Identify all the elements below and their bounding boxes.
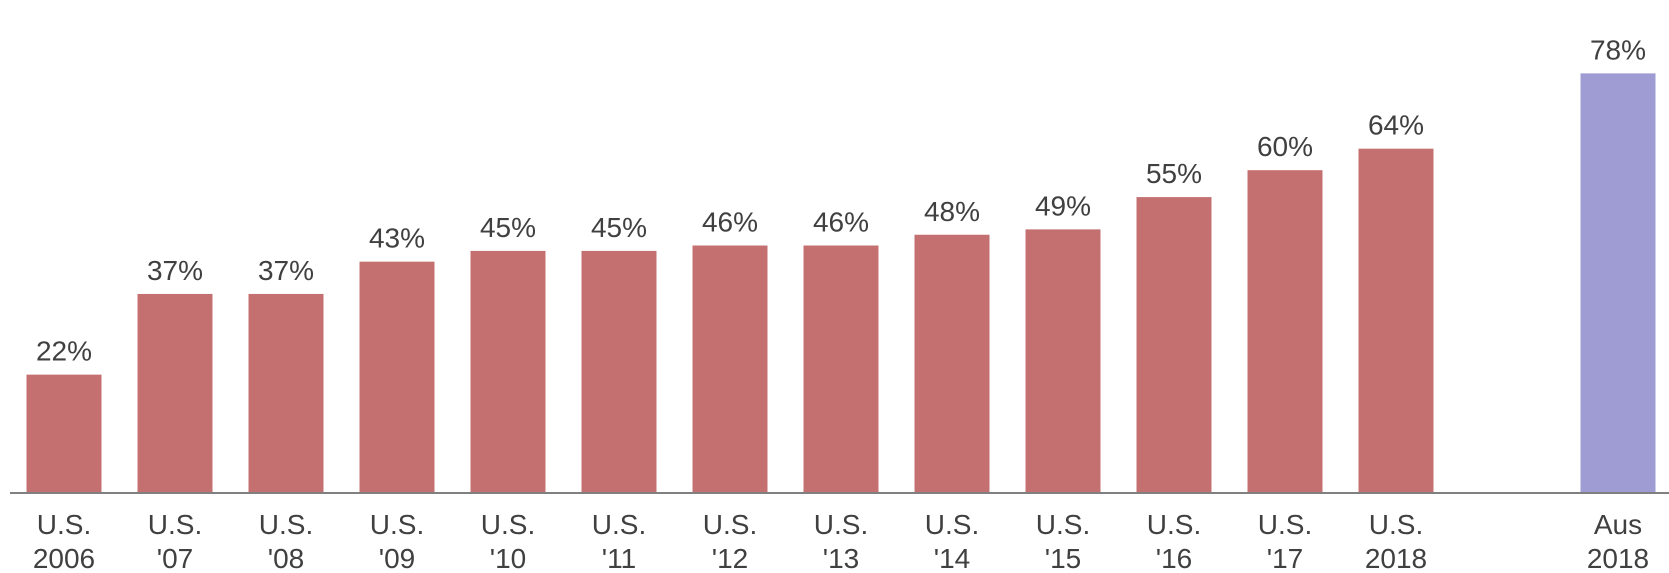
value-label-3: 43% xyxy=(369,223,425,254)
value-label-2: 37% xyxy=(258,255,314,286)
value-label-13: 78% xyxy=(1590,34,1646,65)
value-labels-group: 22% 37% 37% 43% 45% 45% 46% 46% 48% 49% 55% 60% 64% 7… xyxy=(36,34,1646,366)
bar-9 xyxy=(1025,229,1101,493)
value-label-5: 45% xyxy=(591,212,647,243)
bar-4 xyxy=(470,250,546,493)
x-tick-labels-group: U.S.2006U.S.'07U.S.'08U.S.'09U.S.'10U.S.… xyxy=(33,509,1649,573)
x-tick-label-4-line-0: U.S. xyxy=(481,509,535,540)
x-tick-label-6-line-1: '12 xyxy=(712,543,749,573)
value-label-11: 60% xyxy=(1257,131,1313,162)
x-tick-label-0-line-1: 2006 xyxy=(33,543,95,573)
x-tick-label-8-line-0: U.S. xyxy=(925,509,979,540)
x-tick-label-8-line-1: '14 xyxy=(934,543,971,573)
value-label-7: 46% xyxy=(813,207,869,238)
x-tick-label-13-line-1: 2018 xyxy=(1587,543,1649,573)
x-tick-label-1-line-0: U.S. xyxy=(148,509,202,540)
x-tick-label-7-line-0: U.S. xyxy=(814,509,868,540)
value-label-10: 55% xyxy=(1146,158,1202,189)
x-tick-label-9-line-1: '15 xyxy=(1045,543,1082,573)
x-tick-label-5-line-0: U.S. xyxy=(592,509,646,540)
x-tick-label-10-line-1: '16 xyxy=(1156,543,1193,573)
bar-3 xyxy=(359,261,435,493)
bars-group xyxy=(26,73,1656,494)
bar-1 xyxy=(137,293,213,493)
bar-8 xyxy=(914,234,990,493)
bar-12 xyxy=(1358,148,1434,493)
x-tick-label-2-line-0: U.S. xyxy=(259,509,313,540)
bar-6 xyxy=(692,245,768,493)
x-tick-label-3-line-0: U.S. xyxy=(370,509,424,540)
x-tick-label-10-line-0: U.S. xyxy=(1147,509,1201,540)
x-tick-label-5-line-1: '11 xyxy=(602,543,636,573)
bar-11 xyxy=(1247,170,1323,493)
x-tick-label-3-line-1: '09 xyxy=(379,543,416,573)
value-label-12: 64% xyxy=(1368,110,1424,141)
bar-2 xyxy=(248,293,324,493)
bar-0 xyxy=(26,374,102,493)
bar-13 xyxy=(1580,73,1656,494)
value-label-6: 46% xyxy=(702,207,758,238)
bar-7 xyxy=(803,245,879,493)
x-tick-label-12-line-0: U.S. xyxy=(1369,509,1423,540)
x-tick-label-1-line-1: '07 xyxy=(157,543,194,573)
bar-10 xyxy=(1136,197,1212,493)
bar-5 xyxy=(581,250,657,493)
x-tick-label-12-line-1: 2018 xyxy=(1365,543,1427,573)
x-tick-label-11-line-1: '17 xyxy=(1267,543,1304,573)
x-tick-label-9-line-0: U.S. xyxy=(1036,509,1090,540)
x-tick-label-0-line-0: U.S. xyxy=(37,509,91,540)
x-tick-label-2-line-1: '08 xyxy=(268,543,305,573)
value-label-0: 22% xyxy=(36,336,92,367)
x-tick-label-4-line-1: '10 xyxy=(490,543,527,573)
x-tick-label-11-line-0: U.S. xyxy=(1258,509,1312,540)
value-label-4: 45% xyxy=(480,212,536,243)
x-tick-label-13-line-0: Aus xyxy=(1594,509,1642,540)
value-label-8: 48% xyxy=(924,196,980,227)
x-tick-label-7-line-1: '13 xyxy=(823,543,860,573)
value-label-1: 37% xyxy=(147,255,203,286)
x-tick-label-6-line-0: U.S. xyxy=(703,509,757,540)
value-label-9: 49% xyxy=(1035,190,1091,221)
